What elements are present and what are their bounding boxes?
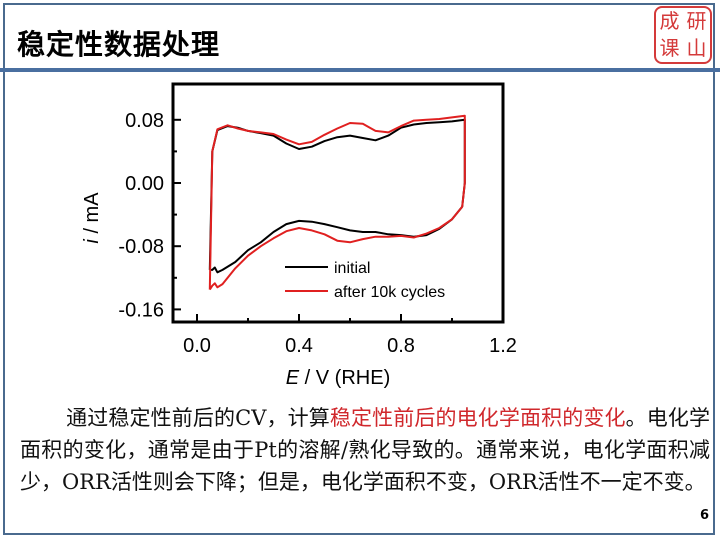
highlighted-text: 稳定性前后的电化学面积的变化 bbox=[329, 406, 626, 430]
series-1 bbox=[208, 114, 466, 291]
seal-char: 课 bbox=[659, 36, 680, 60]
x-tick-label: 1.2 bbox=[489, 335, 517, 357]
legend: initial after 10k cycles bbox=[285, 260, 445, 301]
cv-chart: 0.08 0.00 -0.08 -0.16 0.0 0.4 0.8 1.2 i / mA E… bbox=[81, 82, 517, 389]
y-tick-label: 0.08 bbox=[125, 110, 164, 132]
seal-char: 研 bbox=[686, 9, 707, 33]
title-divider bbox=[0, 68, 720, 72]
x-tick-label: 0.8 bbox=[387, 335, 415, 357]
y-tick-label: -0.08 bbox=[118, 236, 164, 258]
body-paragraph: 通过稳定性前后的CV，计算稳定性前后的电化学面积的变化。电化学面积的变化，通常是… bbox=[20, 402, 710, 498]
y-tick-label: 0.00 bbox=[125, 173, 164, 195]
legend-initial: initial bbox=[334, 260, 370, 277]
plot-frame bbox=[171, 82, 505, 324]
y-tick-label: -0.16 bbox=[118, 299, 164, 321]
x-tick-label: 0.4 bbox=[285, 335, 313, 357]
paragraph-text: 。电化学面积的变化，通常是由于Pt的溶解/熟化导致的。通常来说，电化学面积减少，… bbox=[20, 406, 711, 494]
series-0 bbox=[208, 118, 466, 274]
slide-frame bbox=[3, 3, 715, 535]
page-number: 6 bbox=[700, 508, 710, 523]
legend-after-cycles: after 10k cycles bbox=[334, 284, 445, 301]
paragraph-text: 通过稳定性前后的CV，计算 bbox=[66, 406, 330, 430]
seal-char: 成 bbox=[659, 9, 680, 33]
x-tick-label: 0.0 bbox=[183, 335, 211, 357]
x-axis-label: E / V (RHE) bbox=[286, 367, 390, 389]
title-bar: 稳定性数据处理 bbox=[5, 5, 713, 71]
seal-char: 山 bbox=[686, 36, 707, 60]
y-axis: 0.08 0.00 -0.08 -0.16 bbox=[118, 110, 181, 321]
y-axis-label: i / mA bbox=[81, 192, 103, 244]
x-axis: 0.0 0.4 0.8 1.2 bbox=[183, 314, 517, 357]
slide-title: 稳定性数据处理 bbox=[17, 28, 221, 61]
chart-series bbox=[208, 114, 466, 291]
logo-seal-icon: 成 研 课 山 bbox=[654, 6, 712, 64]
